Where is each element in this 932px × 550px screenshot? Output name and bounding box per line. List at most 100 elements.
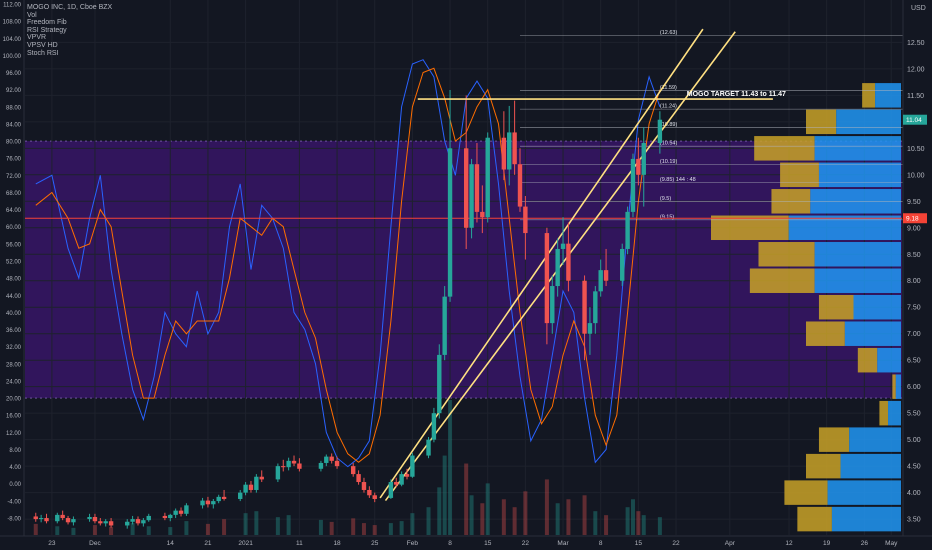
oscillator-tick-label: 32.00	[6, 345, 22, 351]
legend-item-stoch-rsi[interactable]: Stoch RSI	[27, 49, 59, 57]
volume-bar	[544, 479, 549, 535]
candle-body	[587, 323, 593, 334]
current-price-tag-bg	[903, 114, 927, 125]
red-line-tag-bg	[903, 213, 927, 224]
vp-bar-down	[754, 136, 815, 161]
candle	[168, 513, 173, 522]
oscillator-tick-label: 16.00	[6, 414, 22, 420]
candle-body	[297, 463, 302, 469]
legend-item-vpvr[interactable]: VPVR	[27, 34, 47, 42]
volume-bar	[469, 495, 474, 535]
candle	[135, 516, 141, 526]
candle-body	[92, 516, 98, 522]
candle	[582, 275, 587, 361]
candle-body	[437, 354, 442, 414]
candle-body	[329, 456, 334, 461]
oscillator-tick-label: 48.00	[6, 277, 22, 283]
candle	[92, 513, 98, 524]
fib-level-label: (9.5)	[660, 196, 671, 202]
candle-body	[173, 510, 178, 515]
candle	[103, 519, 108, 527]
candle-body	[334, 460, 340, 467]
candle-body	[248, 484, 254, 490]
candle	[636, 137, 641, 186]
candle	[173, 508, 178, 519]
volume-bar	[630, 499, 635, 535]
candle-body	[463, 148, 469, 228]
vp-bar-down	[711, 215, 789, 241]
candle-body	[324, 456, 329, 463]
legend-item-vpsv-hd[interactable]: VPSV HD	[27, 41, 58, 49]
candle-body	[38, 518, 44, 520]
candle	[367, 486, 372, 498]
fib-levels: (12.63) (11.59) (11.24) (10.89) (10.54) (10.1…	[25, 30, 908, 220]
candle-body	[221, 496, 227, 499]
price-tick-label: 12.50	[907, 40, 925, 47]
right-axis-bg	[903, 0, 932, 550]
volume-bar	[146, 526, 151, 535]
volume-bar	[523, 491, 528, 535]
oscillator-tick-label: -4.00	[7, 499, 21, 505]
candle-body	[544, 233, 550, 324]
volume-bar	[33, 523, 38, 535]
volume-bar	[442, 455, 447, 535]
candle	[410, 452, 415, 478]
candle-body	[566, 243, 571, 281]
volume-bar	[205, 523, 210, 535]
oscillator-tick-label: 40.00	[6, 311, 22, 317]
candle	[87, 513, 92, 522]
candle-body	[87, 516, 92, 520]
left-axis-bg	[0, 0, 24, 536]
vp-bar-up	[888, 400, 901, 426]
candle-body	[410, 455, 415, 477]
annotations: MOGO TARGET 11.43 to 11.47	[417, 91, 786, 100]
candle-body	[485, 137, 490, 218]
candle	[485, 132, 490, 223]
candle	[550, 275, 555, 334]
price-tick-label: 5.00	[907, 437, 921, 444]
target-label: MOGO TARGET 11.43 to 11.47	[687, 91, 786, 98]
oscillator-tick-label: 84.00	[6, 122, 22, 128]
time-tick-label: 22	[522, 540, 530, 547]
vp-bar-up	[814, 136, 901, 161]
legend-item-vol[interactable]: Vol	[27, 11, 37, 19]
oscillator-tick-label: 24.00	[6, 379, 22, 385]
candle	[329, 453, 334, 464]
fib-level-label: (10.89)	[660, 122, 678, 128]
volume-bar	[480, 503, 485, 535]
candle-body	[44, 518, 49, 522]
candle	[463, 95, 469, 249]
volume-bar	[426, 507, 431, 535]
candle-body	[512, 132, 517, 165]
candle	[372, 492, 377, 503]
currency-label: USD	[911, 5, 926, 12]
candle-body	[65, 518, 71, 523]
red-line-tag: 9.18	[906, 216, 919, 223]
fib-level-label: (9.15)	[660, 214, 675, 220]
volume-bar	[625, 507, 630, 535]
candle	[523, 195, 528, 260]
candle-body	[259, 476, 264, 480]
vp-bar-down	[892, 374, 896, 399]
vp-bar-up	[853, 294, 901, 320]
candle-body	[636, 158, 641, 175]
oscillator-tick-label: 20.00	[6, 397, 22, 403]
volume-bar	[641, 515, 646, 535]
oscillator-tick-label: 0.00	[9, 482, 21, 488]
candle	[593, 286, 598, 334]
legend-item-freedom-fib[interactable]: Freedom Fib	[27, 19, 67, 27]
candle-body	[641, 143, 646, 175]
candle-body	[630, 158, 636, 212]
volume-bar	[657, 517, 662, 535]
volume-bar	[130, 523, 135, 535]
candle-body	[254, 476, 259, 490]
oscillator-tick-label: 52.00	[6, 260, 22, 266]
legend-item-rsi-strategy[interactable]: RSI Strategy	[27, 26, 67, 34]
price-tick-label: 8.00	[907, 278, 921, 285]
candle	[480, 185, 485, 234]
candle	[275, 463, 281, 483]
candle	[108, 518, 114, 528]
vp-bar-up	[827, 480, 901, 505]
candle	[587, 307, 593, 355]
